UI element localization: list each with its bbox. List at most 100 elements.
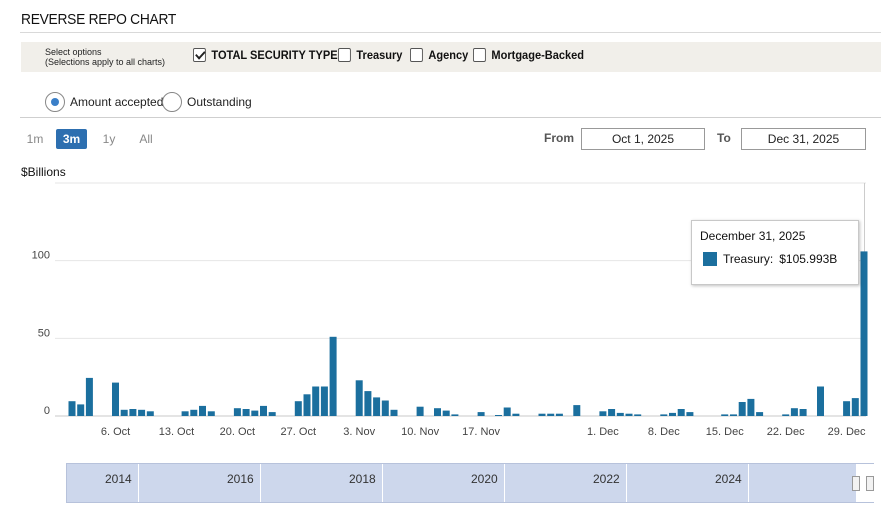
zoom-3m-button[interactable]: 3m [56,129,87,149]
bar[interactable] [242,409,250,416]
bar[interactable] [181,411,189,416]
bar[interactable] [68,401,76,416]
navigator-left-handle[interactable] [852,476,860,491]
bar[interactable] [599,411,607,416]
bar[interactable] [730,414,737,416]
checkbox-label: Mortgage-Backed [491,48,585,62]
navigator-year-label: 2016 [227,472,254,486]
x-tick-label: 8. Dec [648,426,680,438]
bar[interactable] [442,410,450,416]
to-label: To [717,131,731,145]
bar[interactable] [782,414,790,416]
bar[interactable] [477,412,485,416]
x-tick-label: 29. Dec [828,426,866,438]
bar[interactable] [738,402,746,416]
checkbox-treasury[interactable]: Treasury [338,48,402,62]
bar[interactable] [669,412,676,416]
bar[interactable] [817,386,824,417]
options-note: Select options (Selections apply to all … [45,47,165,67]
bar[interactable] [320,386,328,417]
bar[interactable] [756,412,764,416]
bar[interactable] [190,409,198,416]
navigator-divider [504,464,505,502]
reverse-repo-bar-chart[interactable]: 0 50 100 6. Oct 13. Oct 20. Oct 27. Oct 3. Nov… [0,175,885,445]
checkbox-label: Agency [428,48,469,62]
checkbox-total-security-types[interactable]: TOTAL SECURITY TYPES [193,48,345,62]
bar[interactable] [573,405,581,416]
zoom-all-button[interactable]: All [139,132,153,146]
zoom-1y-button[interactable]: 1y [102,132,116,146]
bar[interactable] [146,411,154,416]
bar[interactable] [120,409,128,416]
checkbox-agency[interactable]: Agency [410,48,468,62]
series-swatch-icon [703,252,717,266]
bar[interactable] [616,412,624,416]
bar[interactable] [512,413,520,416]
navigator-year-label: 2022 [593,472,620,486]
bar[interactable] [416,406,424,416]
bar[interactable] [77,404,85,416]
radio-amount-accepted[interactable]: Amount accepted [45,92,163,112]
bar[interactable] [608,409,616,416]
radio-selected-icon[interactable] [45,92,65,112]
bar[interactable] [329,336,337,416]
radio-outstanding[interactable]: Outstanding [162,92,252,112]
zoom-1m-button[interactable]: 1m [26,132,44,146]
checkbox-unchecked-icon[interactable] [338,48,351,62]
bar[interactable] [312,386,320,417]
bar[interactable] [451,414,459,416]
bar[interactable] [843,401,851,416]
bar[interactable] [260,405,267,416]
bar[interactable] [138,409,146,416]
bar[interactable] [860,251,868,416]
x-tick-label: 15. Dec [706,426,744,438]
checkbox-checked-icon[interactable] [193,48,206,62]
x-tick-label: 17. Nov [462,426,500,438]
bar[interactable] [303,394,311,416]
bar[interactable] [364,391,372,416]
bar[interactable] [268,412,276,416]
bar[interactable] [207,411,215,416]
bar[interactable] [373,397,381,416]
bar[interactable] [790,408,798,416]
to-date-input[interactable]: Dec 31, 2025 [741,128,866,150]
radio-label: Amount accepted [70,95,164,109]
bar[interactable] [251,410,259,416]
bar[interactable] [677,409,685,416]
bar[interactable] [495,415,502,416]
bar[interactable] [538,413,546,416]
time-navigator[interactable]: 2014 2016 2018 2020 2022 2024 [66,463,874,503]
bar[interactable] [233,408,241,416]
bar[interactable] [390,409,398,416]
bar[interactable] [503,407,511,417]
checkbox-unchecked-icon[interactable] [410,48,423,62]
page-title: REVERSE REPO CHART [21,11,177,28]
bar[interactable] [851,398,859,416]
bar[interactable] [634,414,642,416]
checkbox-unchecked-icon[interactable] [473,48,486,62]
bar[interactable] [747,398,755,416]
checkbox-mortgage-backed[interactable]: Mortgage-Backed [473,48,584,62]
radio-divider [20,117,881,118]
options-bar: Select options (Selections apply to all … [21,42,881,72]
bar[interactable] [129,409,137,416]
bar[interactable] [721,414,729,416]
radio-unselected-icon[interactable] [162,92,182,112]
bar[interactable] [686,412,694,416]
y-tick-label: 100 [32,250,50,262]
bar[interactable] [547,413,555,416]
bar[interactable] [355,380,363,416]
bar[interactable] [112,382,119,416]
bar[interactable] [660,414,668,416]
bar[interactable] [625,413,633,416]
bar[interactable] [555,413,563,416]
bar[interactable] [294,401,302,416]
bar[interactable] [381,400,389,417]
navigator-right-handle[interactable] [866,476,874,491]
from-date-input[interactable]: Oct 1, 2025 [581,128,705,150]
bar[interactable] [434,408,441,416]
navigator-selected-window[interactable] [856,464,874,502]
bar[interactable] [799,409,807,416]
bar[interactable] [199,405,206,416]
bar[interactable] [85,377,93,416]
